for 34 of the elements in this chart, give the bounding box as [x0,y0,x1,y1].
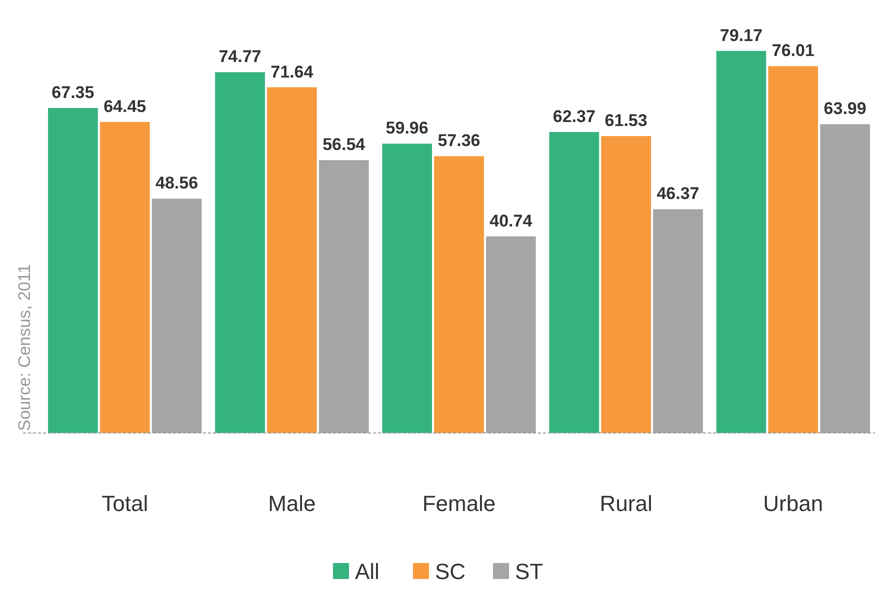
bar [267,87,317,433]
data-label: 46.37 [656,184,700,204]
bar [215,72,265,433]
bar [549,132,600,433]
data-label: 67.35 [52,82,94,102]
data-label: 71.64 [270,62,314,82]
data-label: 62.37 [552,107,596,126]
data-label: 63.99 [824,99,866,118]
data-label: 59.96 [386,118,428,138]
data-label: 64.45 [104,96,146,116]
x-tick-label: Female [422,491,496,516]
data-label: 61.53 [604,111,648,130]
data-label: 56.54 [322,135,366,154]
bar [382,144,432,433]
bar [48,108,98,433]
legend-label: All [355,559,380,584]
data-label: 79.17 [720,26,762,45]
bar [601,136,651,433]
data-label: 48.56 [156,174,198,193]
data-label: 76.01 [772,41,814,60]
x-tick-label: Urban [763,491,824,516]
bar [434,156,484,433]
legend-label: SC [435,559,466,584]
data-label: 40.74 [490,211,533,230]
x-tick-label: Total [102,491,148,516]
data-label: 74.77 [218,47,262,66]
bar [100,122,150,433]
x-tick-label: Male [268,491,316,516]
bar [716,50,766,433]
bar [768,66,818,433]
data-label: 57.36 [438,131,480,150]
annotation: Source: Census, 2011 [15,264,34,431]
legend-label: ST [515,559,544,584]
x-tick-label: Rural [600,491,652,516]
